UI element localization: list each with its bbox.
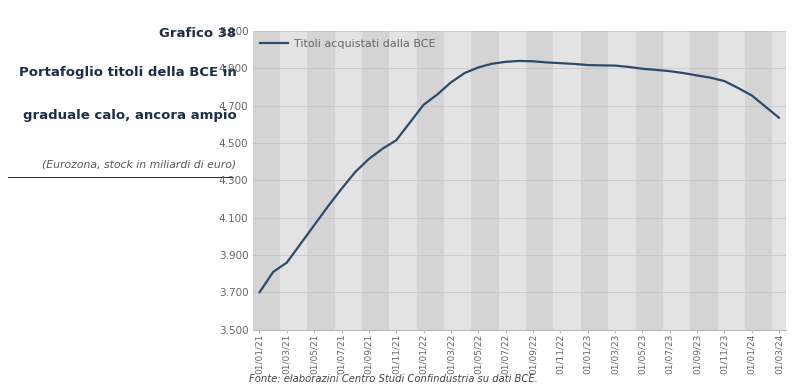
Bar — [526, 31, 553, 330]
Bar — [745, 31, 772, 330]
Bar — [362, 31, 390, 330]
Bar — [608, 31, 635, 330]
Bar — [581, 31, 608, 330]
Bar — [417, 31, 444, 330]
Bar — [499, 31, 526, 330]
Bar — [472, 31, 499, 330]
Bar — [444, 31, 472, 330]
Bar — [691, 31, 718, 330]
Text: graduale calo, ancora ampio: graduale calo, ancora ampio — [22, 109, 237, 122]
Bar — [334, 31, 362, 330]
Bar — [718, 31, 745, 330]
Bar — [553, 31, 581, 330]
Text: Grafico 38: Grafico 38 — [160, 27, 237, 40]
Bar — [280, 31, 307, 330]
Text: Portafoglio titoli della BCE in: Portafoglio titoli della BCE in — [18, 66, 237, 79]
Text: (Eurozona, stock in miliardi di euro): (Eurozona, stock in miliardi di euro) — [43, 159, 237, 169]
Bar — [663, 31, 691, 330]
Legend: Titoli acquistati dalla BCE: Titoli acquistati dalla BCE — [256, 35, 439, 53]
Bar — [390, 31, 417, 330]
Bar — [772, 31, 800, 330]
Bar — [635, 31, 663, 330]
Bar — [253, 31, 280, 330]
Text: Fonte: elaborazini Centro Studi Confindustria su dati BCE.: Fonte: elaborazini Centro Studi Confindu… — [249, 374, 537, 384]
Bar — [307, 31, 334, 330]
